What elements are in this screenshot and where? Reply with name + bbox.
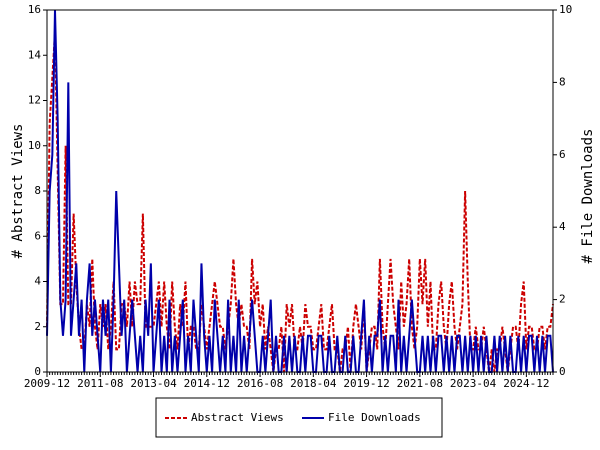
y-tick-label: 12 — [28, 94, 41, 107]
x-tick-label: 2023-04 — [450, 377, 497, 390]
x-tick-label: 2011-08 — [77, 377, 123, 390]
legend-label: Abstract Views — [191, 411, 284, 424]
x-tick-label: 2021-08 — [397, 377, 443, 390]
legend-label: File Downloads — [328, 411, 421, 424]
y-tick-label: 2 — [34, 320, 41, 333]
line-1 — [46, 9, 554, 373]
y-tick-label: 10 — [28, 139, 41, 152]
y-tick-label: 14 — [28, 48, 42, 61]
y2-tick-label: 4 — [559, 220, 566, 233]
y2-tick-label: 8 — [559, 75, 566, 88]
x-tick-label: 2013-04 — [130, 377, 177, 390]
x-tick-label: 2019-12 — [343, 377, 389, 390]
x-tick-label: 2016-08 — [237, 377, 283, 390]
legend-box — [155, 397, 443, 438]
y2-axis-title: # File Downloads — [580, 129, 596, 264]
plot-frame — [46, 9, 554, 373]
y2-tick-label: 2 — [559, 293, 566, 306]
y-tick-label: 16 — [28, 3, 41, 16]
y2-tick-label: 6 — [559, 148, 566, 161]
x-tick-label: 2024-12 — [503, 377, 549, 390]
x-tick-label: 2018-04 — [290, 377, 337, 390]
y2-tick-label: 0 — [559, 365, 566, 378]
y-axis-title: # Abstract Views — [10, 124, 26, 259]
y-tick-label: 6 — [34, 229, 41, 242]
x-tick-label: 2009-12 — [24, 377, 70, 390]
y-tick-label: 4 — [34, 275, 41, 288]
x-tick-label: 2014-12 — [184, 377, 230, 390]
y2-tick-label: 10 — [559, 3, 572, 16]
y-tick-label: 0 — [34, 365, 41, 378]
y-tick-label: 8 — [34, 184, 41, 197]
